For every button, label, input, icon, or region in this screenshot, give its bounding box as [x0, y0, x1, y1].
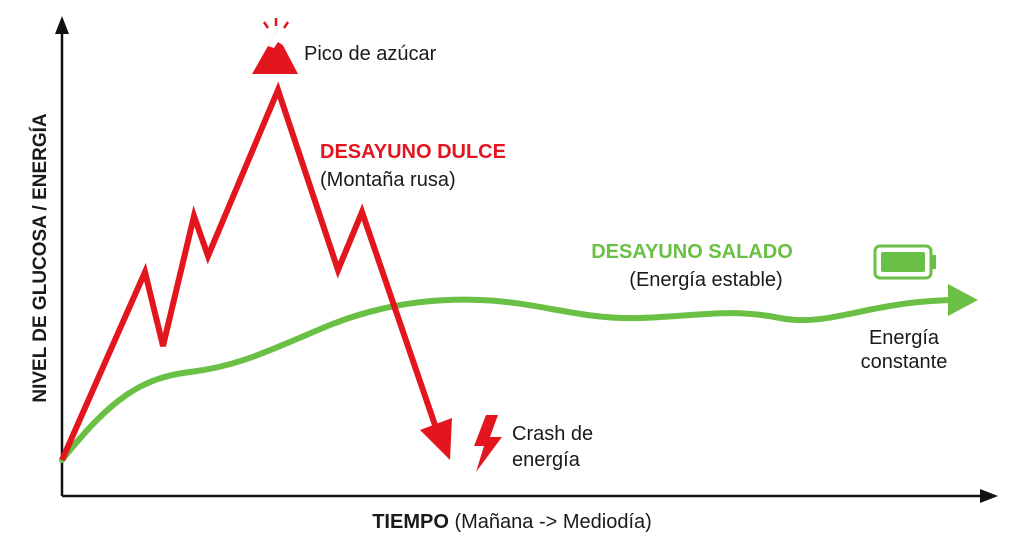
sweet-subtitle: (Montaña rusa) — [320, 169, 456, 191]
peak-label: Pico de azúcar — [304, 43, 437, 65]
y-axis-arrow — [55, 16, 69, 34]
x-axis-arrow — [980, 489, 998, 503]
sweet-line — [59, 81, 439, 462]
x-axis-subtitle: (Mañana -> Mediodía) — [454, 511, 651, 533]
crash-icon — [474, 415, 502, 472]
sweet-arrow — [420, 418, 452, 460]
constant-label: Energía — [869, 327, 940, 349]
x-axis-label: TIEMPO (Mañana -> Mediodía) — [372, 511, 652, 533]
crash-label: energía — [512, 449, 581, 471]
savory-subtitle: (Energía estable) — [629, 269, 782, 291]
constant-label: constante — [861, 351, 948, 373]
crash-label: Crash de — [512, 423, 593, 445]
y-axis-label: NIVEL DE GLUCOSA / ENERGÍA — [29, 113, 51, 403]
peak-icon — [252, 18, 298, 74]
savory-line — [59, 296, 963, 463]
x-axis-title: TIEMPO — [372, 511, 449, 533]
savory-arrow — [948, 284, 978, 316]
savory-title: DESAYUNO SALADO — [591, 241, 793, 263]
battery-icon — [873, 244, 936, 280]
sweet-title: DESAYUNO DULCE — [320, 141, 506, 163]
